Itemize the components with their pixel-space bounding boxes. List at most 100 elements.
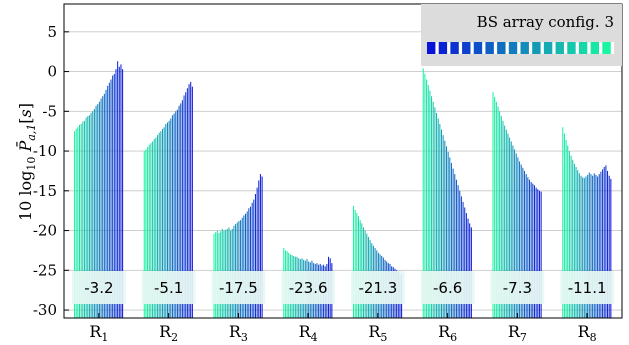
bar xyxy=(157,135,159,318)
bar xyxy=(354,209,356,318)
bar xyxy=(455,179,457,318)
bar xyxy=(248,208,250,318)
bar xyxy=(356,213,358,318)
bar xyxy=(573,163,575,318)
bar xyxy=(434,107,436,318)
bar xyxy=(161,128,164,318)
bar xyxy=(528,179,531,318)
legend-swatch xyxy=(427,42,436,54)
bar xyxy=(361,223,363,318)
bar xyxy=(173,113,175,318)
annotation-label: -6.6 xyxy=(433,279,462,297)
bar xyxy=(105,89,107,318)
bar xyxy=(145,149,147,318)
legend-swatch xyxy=(497,42,506,54)
x-tick-label: R3 xyxy=(229,322,248,344)
bar xyxy=(535,187,537,318)
bar xyxy=(243,215,245,318)
legend-swatch xyxy=(590,42,600,54)
bar xyxy=(497,106,499,318)
x-tick-label: R5 xyxy=(368,322,387,344)
y-tick-label: 0 xyxy=(47,63,57,81)
bar xyxy=(432,101,434,318)
legend-swatch xyxy=(508,42,518,54)
bar xyxy=(245,213,247,318)
annotation-label: -11.1 xyxy=(568,279,607,297)
bar xyxy=(87,116,89,318)
bar xyxy=(83,120,85,318)
legend-box xyxy=(421,4,622,66)
bar xyxy=(427,85,429,318)
bar xyxy=(495,101,497,318)
bar xyxy=(431,96,433,319)
bar xyxy=(607,170,609,318)
annotation-label: -17.5 xyxy=(219,279,258,297)
bar xyxy=(253,199,255,318)
bar xyxy=(517,157,519,318)
legend-swatch xyxy=(578,42,588,54)
bar xyxy=(148,144,150,318)
bar xyxy=(188,84,190,318)
bar xyxy=(568,151,570,318)
bar xyxy=(598,174,600,318)
bar xyxy=(93,108,95,319)
bars xyxy=(74,61,612,319)
bar xyxy=(602,169,604,318)
bar xyxy=(575,166,577,318)
legend-swatch xyxy=(485,42,494,54)
bar xyxy=(587,174,589,318)
bar xyxy=(538,190,540,318)
bar xyxy=(450,162,452,318)
bar xyxy=(246,211,248,318)
bar xyxy=(439,124,441,318)
bar xyxy=(610,178,612,318)
bar xyxy=(258,180,260,318)
bar xyxy=(527,177,529,318)
annotation-box xyxy=(420,271,475,304)
x-tick-label: R8 xyxy=(578,322,597,344)
bar xyxy=(166,122,168,318)
bar xyxy=(357,216,360,318)
bar xyxy=(112,75,114,318)
bar xyxy=(185,92,187,319)
bar xyxy=(512,145,514,318)
bar xyxy=(120,64,122,318)
bar xyxy=(176,109,178,318)
y-axis-label: 10 log10 P̄a,1[s] xyxy=(14,103,38,221)
bar xyxy=(150,143,152,318)
bar xyxy=(153,139,155,318)
bar xyxy=(175,111,177,318)
bar xyxy=(563,133,565,318)
y-tick-label: -30 xyxy=(33,301,57,319)
legend-swatch xyxy=(543,42,553,54)
x-tick-label: R2 xyxy=(159,322,178,344)
bar xyxy=(190,81,192,319)
bar xyxy=(462,201,464,318)
bar xyxy=(465,213,467,318)
bar xyxy=(158,132,160,318)
bar xyxy=(160,131,162,318)
bar xyxy=(143,151,145,318)
bar xyxy=(236,222,238,318)
bar xyxy=(251,202,253,318)
bar xyxy=(98,101,100,318)
bar xyxy=(580,175,582,318)
bar xyxy=(460,196,462,318)
legend-swatch xyxy=(567,42,576,54)
bar xyxy=(77,127,79,318)
bar xyxy=(429,90,431,319)
bar xyxy=(447,151,449,318)
bar xyxy=(592,175,594,318)
bar xyxy=(85,117,87,319)
bar xyxy=(444,140,446,318)
annotation-box xyxy=(72,271,126,304)
bar xyxy=(585,176,587,318)
bar xyxy=(452,168,454,318)
annotation-label: -3.2 xyxy=(84,279,113,297)
annotation-box xyxy=(351,271,405,304)
bar xyxy=(565,139,567,318)
bar xyxy=(605,165,607,318)
bar xyxy=(577,170,579,318)
bar xyxy=(505,129,507,318)
bar xyxy=(353,205,355,318)
